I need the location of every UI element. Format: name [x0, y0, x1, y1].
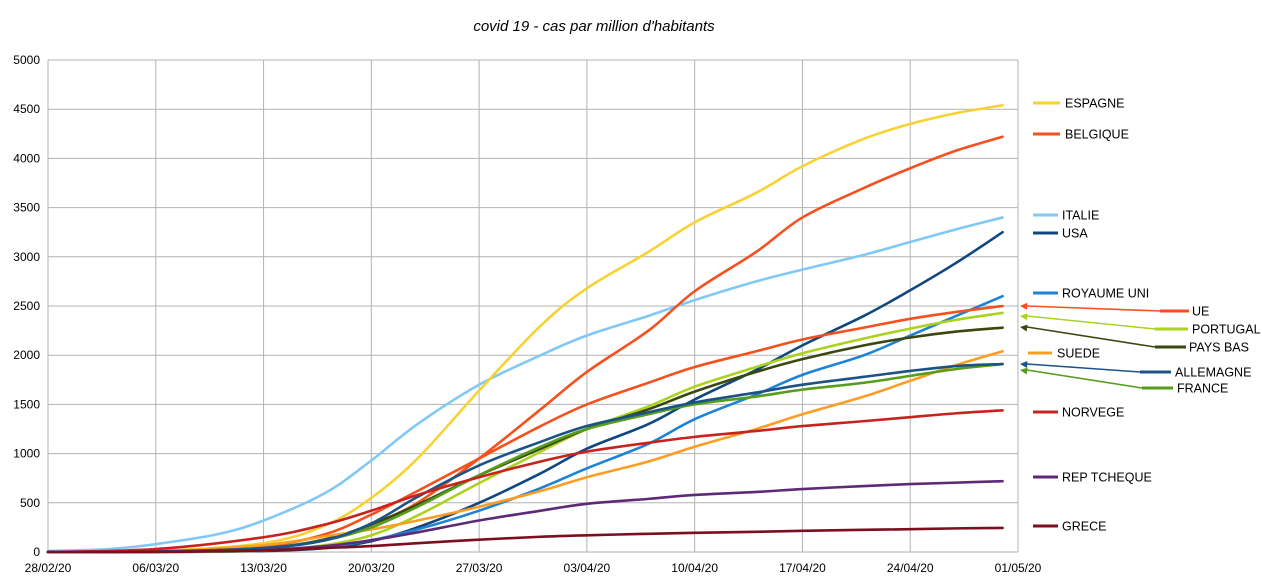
legend-label-ue: UE: [1192, 305, 1209, 319]
x-tick-label: 17/04/20: [779, 561, 826, 575]
series-line-allemagne: [46, 362, 1004, 554]
series-lines: [46, 103, 1004, 554]
legend-label-pays-bas: PAYS BAS: [1189, 341, 1249, 355]
legend-label-belgique: BELGIQUE: [1065, 128, 1129, 142]
x-tick-label: 13/03/20: [240, 561, 287, 575]
legend-label-espagne: ESPAGNE: [1065, 97, 1125, 111]
legend-label-france: FRANCE: [1177, 382, 1228, 396]
series-line-suede: [46, 349, 1004, 554]
legend-pointer-ue: [1026, 305, 1161, 312]
series-line-espagne: [46, 103, 1004, 554]
y-tick-label: 3500: [13, 201, 40, 215]
legend-label-grece: GRECE: [1062, 520, 1106, 534]
y-tick-label: 5000: [13, 53, 40, 67]
legend-arrowhead-allemagne: [1020, 361, 1028, 368]
legend-label-royaume-uni: ROYAUME UNI: [1062, 287, 1149, 301]
x-tick-label: 01/05/20: [995, 561, 1042, 575]
legend-label-allemagne: ALLEMAGNE: [1175, 366, 1251, 380]
x-tick-label: 27/03/20: [456, 561, 503, 575]
x-tick-label: 10/04/20: [671, 561, 718, 575]
y-tick-label: 2000: [13, 348, 40, 362]
x-tick-label: 20/03/20: [348, 561, 395, 575]
series-line-portugal: [46, 311, 1004, 554]
legend-label-usa: USA: [1062, 227, 1088, 241]
series-line-belgique: [46, 135, 1004, 554]
series-line-grece: [46, 526, 1004, 554]
legend-label-rep-tcheque: REP TCHEQUE: [1062, 471, 1152, 485]
legend: ESPAGNE BELGIQUE ITALIE USA ROYAUME UNI UE POR…: [1020, 97, 1261, 534]
legend-arrowhead-pays-bas: [1020, 324, 1028, 332]
y-tick-label: 2500: [13, 299, 40, 313]
legend-label-portugal: PORTUGAL: [1192, 323, 1261, 337]
y-tick-label: 1000: [13, 447, 40, 461]
legend-label-italie: ITALIE: [1062, 209, 1099, 223]
x-tick-label: 28/02/20: [25, 561, 72, 575]
legend-pointer-allemagne: [1026, 363, 1141, 373]
legend-label-suede: SUEDE: [1057, 347, 1100, 361]
y-tick-label: 0: [33, 545, 40, 559]
y-tick-label: 4000: [13, 151, 40, 165]
series-line-usa: [46, 230, 1004, 554]
legend-label-norvege: NORVEGE: [1062, 406, 1124, 420]
y-tick-label: 3000: [13, 250, 40, 264]
legend-pointer-pays-bas: [1026, 326, 1156, 348]
legend-arrowhead-portugal: [1020, 313, 1028, 321]
series-line-norvege: [46, 409, 1004, 554]
y-tick-label: 1500: [13, 397, 40, 411]
x-tick-label: 06/03/20: [132, 561, 179, 575]
x-tick-label: 03/04/20: [564, 561, 611, 575]
legend-arrowhead-ue: [1020, 302, 1028, 310]
y-tick-label: 4500: [13, 102, 40, 116]
y-tick-label: 500: [20, 496, 40, 510]
legend-arrowhead-france: [1020, 367, 1028, 375]
legend-pointer-portugal: [1026, 315, 1156, 330]
series-line-rep-tcheque: [46, 479, 1004, 554]
chart-title: covid 19 - cas par million d'habitants: [473, 18, 715, 35]
legend-pointer-france: [1026, 369, 1143, 389]
series-line-italie: [46, 216, 1004, 553]
axes: 0 500 1000 1500 2000 2500 3000 3500 4000 4500 5000…: [13, 53, 1041, 575]
x-tick-label: 24/04/20: [887, 561, 934, 575]
